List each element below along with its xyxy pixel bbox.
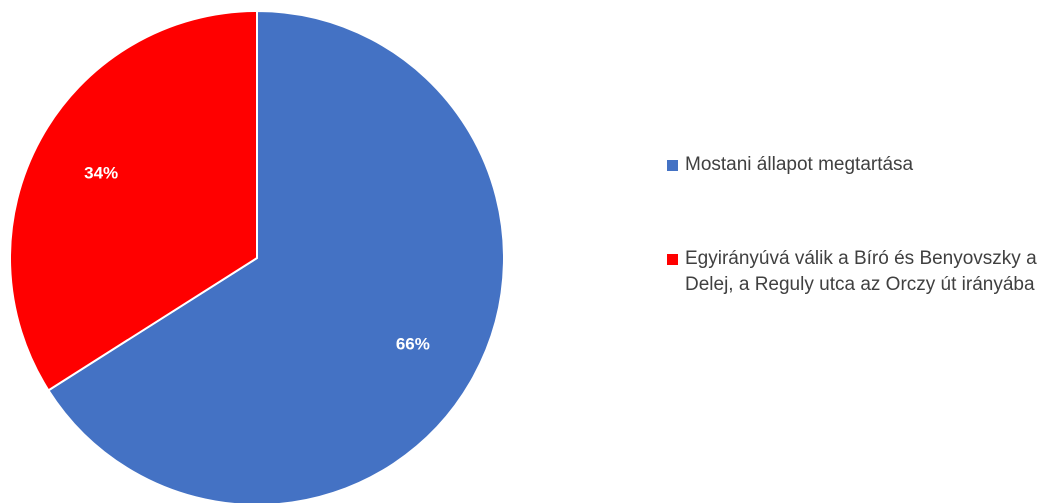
legend-swatch-blue xyxy=(667,160,678,171)
legend-item-keep-current: Mostani állapot megtartása xyxy=(667,152,1052,178)
pie-chart: 66% 34% xyxy=(9,9,505,503)
legend-swatch-red xyxy=(667,254,678,265)
legend: Mostani állapot megtartása Egyirányúvá v… xyxy=(667,152,1052,366)
pie-slice-0 xyxy=(47,9,505,503)
pie-data-label-0: 66% xyxy=(396,335,430,354)
legend-label: Egyirányúvá válik a Bíró és Benyovszky a… xyxy=(685,248,1037,295)
legend-item-one-way: Egyirányúvá válik a Bíró és Benyovszky a… xyxy=(667,246,1052,298)
pie-data-label-1: 34% xyxy=(84,163,118,182)
legend-label: Mostani állapot megtartása xyxy=(685,154,914,175)
pie-slice-1 xyxy=(9,9,258,392)
